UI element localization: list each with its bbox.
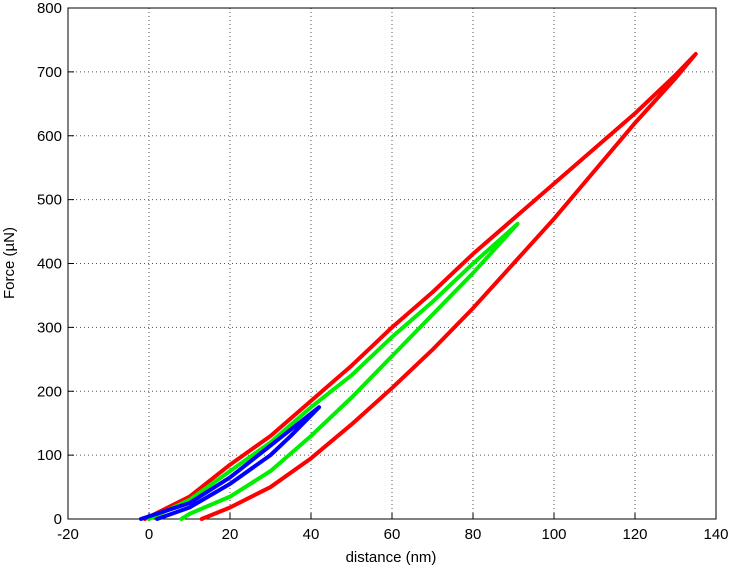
plot-frame xyxy=(67,7,717,520)
y-axis-label: Force (µN) xyxy=(1,227,18,299)
y-tick-label: 100 xyxy=(37,447,62,464)
y-tick-label: 700 xyxy=(37,64,62,81)
x-tick-label: 0 xyxy=(145,526,153,543)
x-tick-label: 20 xyxy=(222,526,239,543)
y-tick-label: 800 xyxy=(37,0,62,17)
data-line xyxy=(138,405,322,521)
y-tick-label: 600 xyxy=(37,128,62,145)
x-tick-label: 60 xyxy=(384,526,401,543)
y-tick-label: 300 xyxy=(37,319,62,336)
x-tick-label: 120 xyxy=(622,526,647,543)
x-tick-label: 40 xyxy=(303,526,320,543)
y-tick-label: 0 xyxy=(54,511,62,528)
data-line xyxy=(142,51,698,521)
x-tick-label: 140 xyxy=(703,526,728,543)
y-tick-label: 200 xyxy=(37,383,62,400)
y-tick-label: 400 xyxy=(37,256,62,273)
x-tick-label: 100 xyxy=(541,526,566,543)
y-tick-label: 500 xyxy=(37,192,62,209)
x-tick-label: -20 xyxy=(57,526,79,543)
x-tick-label: 80 xyxy=(465,526,482,543)
x-axis-label: distance (nm) xyxy=(346,549,437,566)
data-line xyxy=(147,221,520,521)
